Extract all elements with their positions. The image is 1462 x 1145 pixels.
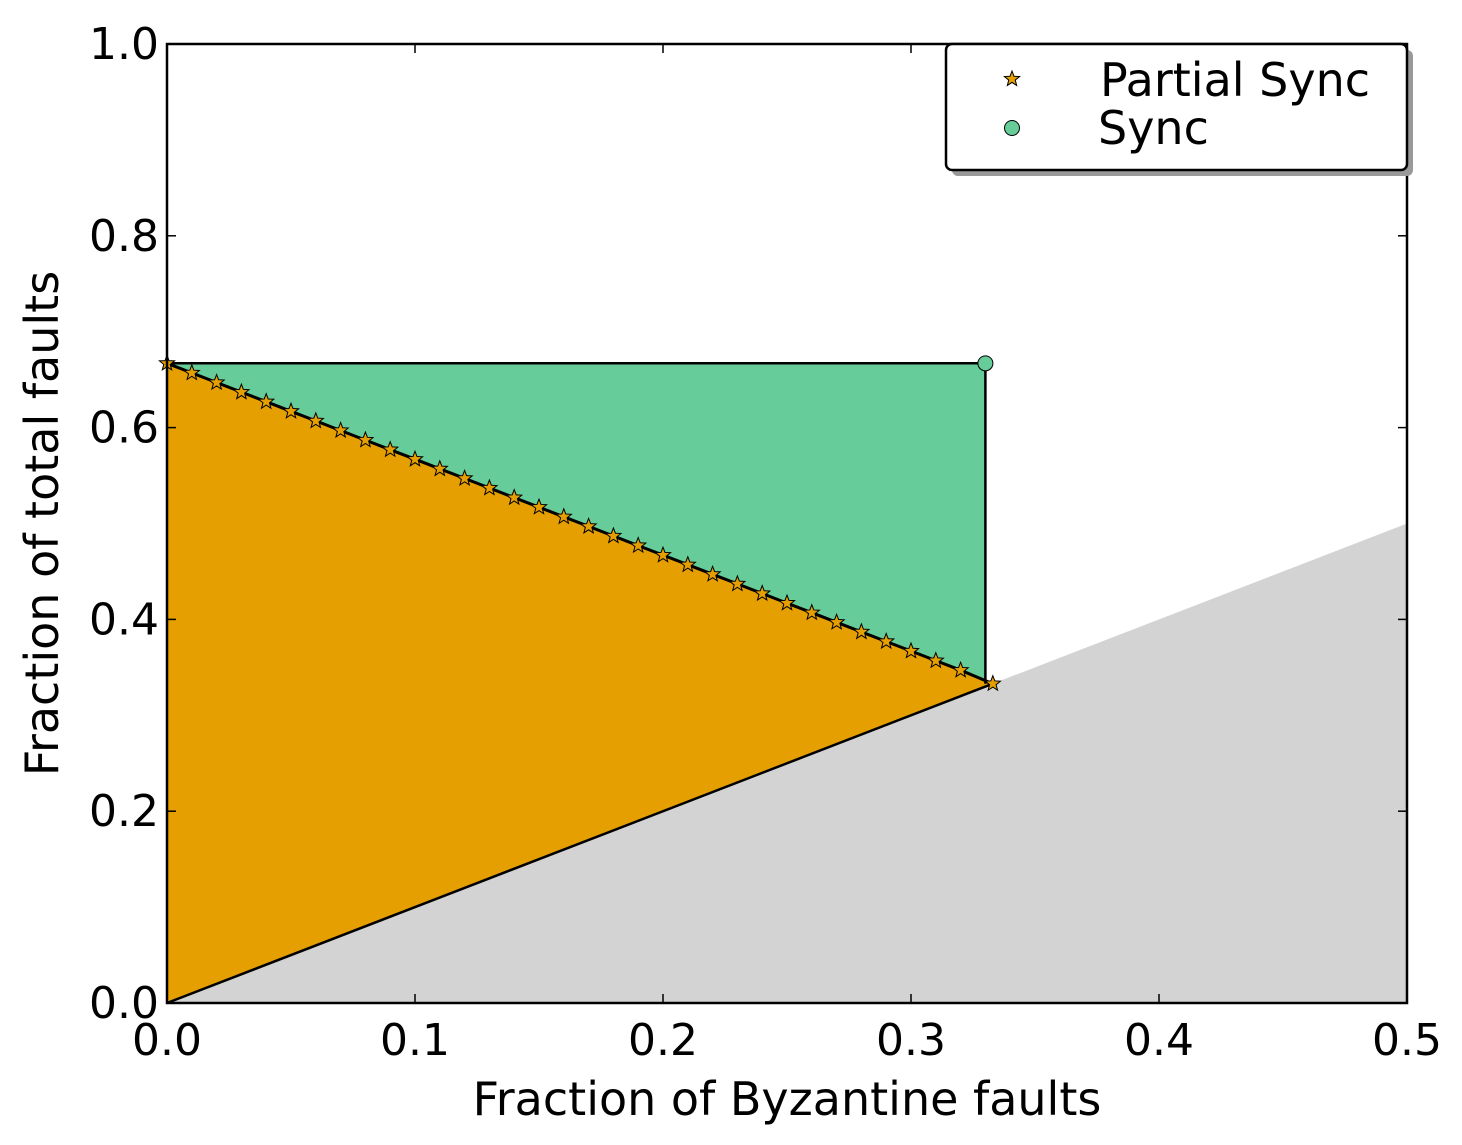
x-tick-label: 0.5	[1372, 1015, 1442, 1066]
y-tick-label: 0.8	[89, 211, 159, 262]
partial-sync-point	[306, 411, 325, 429]
plot-frame	[165, 42, 1409, 1005]
partial-sync-point	[356, 430, 375, 448]
partial-sync-point	[728, 574, 747, 592]
partial-sync-point	[654, 545, 672, 563]
partial-sync-point	[232, 382, 251, 400]
x-tick-label: 0.0	[132, 1015, 202, 1066]
partial-sync-point	[852, 622, 871, 640]
chart-markers	[158, 353, 1002, 692]
x-axis-label: Fraction of Byzantine faults	[473, 1072, 1102, 1126]
axis-ticks: 0.0 0.1 0.2 0.3 0.4 0.5 0.0 0.2 0.4 0.6 0.8 1.0	[89, 19, 1442, 1066]
x-tick-label: 0.2	[628, 1015, 698, 1066]
legend: Partial Sync Sync	[944, 42, 1413, 176]
partial-sync-point	[877, 632, 896, 650]
partial-sync-point	[902, 641, 920, 659]
x-tick-label: 0.1	[380, 1015, 450, 1066]
y-tick-label: 0.4	[89, 594, 159, 645]
legend-markers	[1003, 69, 1021, 136]
partial-sync-point	[530, 497, 548, 515]
chart-regions	[167, 363, 1407, 1003]
y-tick-label: 0.0	[89, 978, 159, 1029]
y-tick-label: 1.0	[89, 19, 159, 70]
partial-sync-point	[678, 555, 697, 573]
partial-sync-point	[257, 392, 276, 410]
partial-sync-point	[778, 593, 796, 611]
legend-label-partial-sync: Partial Sync	[1100, 53, 1370, 107]
partial-sync-point	[951, 660, 970, 678]
legend-label-sync: Sync	[1098, 101, 1209, 155]
partial-sync-point	[331, 421, 350, 439]
y-tick-label: 0.6	[89, 403, 159, 454]
partial-sync-point	[629, 536, 648, 554]
partial-sync-point	[703, 564, 722, 582]
legend-box	[944, 42, 1409, 172]
partial-sync-point	[182, 363, 201, 381]
partial-sync-point	[926, 651, 945, 669]
partial-sync-region	[167, 363, 993, 1003]
partial-sync-point	[579, 516, 598, 534]
sync-point	[977, 355, 994, 372]
partial-sync-point	[753, 584, 772, 602]
legend-marker-partial-sync	[1003, 69, 1021, 87]
x-tick-label: 0.3	[876, 1015, 946, 1066]
partial-sync-point	[282, 401, 300, 419]
partial-sync-point	[480, 478, 499, 496]
x-tick-label: 0.4	[1124, 1015, 1194, 1066]
lower-boundary-line	[166, 682, 994, 1005]
partial-sync-point	[802, 603, 821, 621]
y-axis-label: Fraction of total faults	[15, 271, 69, 776]
partial-sync-point	[554, 507, 573, 525]
partial-sync-point	[207, 373, 226, 391]
y-tick-label: 0.2	[89, 786, 159, 837]
partial-sync-point	[381, 440, 400, 458]
legend-marker-sync	[1004, 120, 1020, 136]
partial-sync-point	[604, 526, 623, 544]
partial-sync-point	[430, 459, 449, 477]
partial-sync-point	[983, 674, 1002, 692]
partial-sync-point	[455, 469, 474, 487]
partial-sync-point	[827, 612, 846, 630]
partial-sync-point	[505, 488, 524, 506]
partial-sync-point	[406, 449, 424, 467]
partial-sync-line	[166, 361, 994, 686]
